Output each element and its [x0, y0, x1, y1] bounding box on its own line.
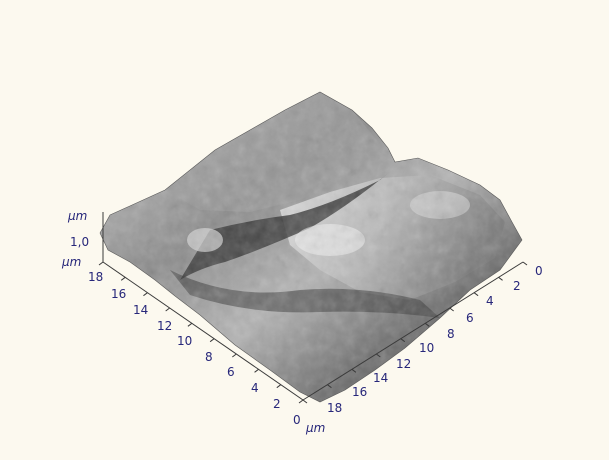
left-tick-label: 2	[273, 397, 281, 411]
afm-surface	[99, 91, 523, 403]
left-axis-tick	[209, 338, 215, 343]
bottom-axis-tick	[473, 292, 479, 297]
left-axis-tick	[98, 261, 104, 266]
left-axis-tick	[276, 384, 282, 389]
left-axis-tick	[298, 399, 304, 404]
left-axis-tick	[165, 307, 170, 312]
bottom-axis-tick	[376, 353, 381, 358]
left-tick-label: 10	[177, 334, 192, 348]
bottom-tick-label: 8	[447, 327, 455, 341]
bottom-tick-label: 4	[486, 294, 494, 308]
left-tick-label: 14	[133, 303, 148, 317]
left-tick-label: 8	[205, 350, 213, 364]
bottom-axis-unit: µm	[305, 421, 325, 435]
bottom-axis-tick-labels: 18 16 14 12 10 8 6 4 2 0	[327, 264, 543, 415]
left-tick-label: 6	[227, 365, 235, 379]
left-tick-label: 16	[111, 287, 126, 301]
bottom-tick-label: 0	[535, 264, 543, 278]
left-tick-label: 12	[157, 319, 172, 333]
left-axis-tick	[187, 322, 193, 327]
left-tick-label: 4	[251, 381, 259, 395]
bottom-tick-label: 16	[352, 385, 367, 399]
left-axis-tick	[232, 353, 237, 358]
bottom-axis-tick	[498, 276, 503, 281]
left-tick-label: 18	[88, 270, 103, 284]
bottom-axis-tick	[522, 261, 528, 266]
bottom-tick-label: 18	[327, 401, 342, 415]
left-axis-tick	[120, 276, 126, 281]
bottom-tick-label: 10	[419, 341, 434, 355]
left-axis-tick	[254, 368, 259, 373]
bottom-axis-tick	[400, 338, 406, 343]
bottom-tick-label: 14	[373, 371, 388, 385]
left-axis-tick-labels: 18 16 14 12 10 8 6 4 2 0	[88, 270, 301, 427]
bottom-axis-tick	[351, 368, 357, 373]
bottom-tick-label: 12	[396, 357, 411, 371]
bottom-axis-tick	[302, 399, 308, 404]
bottom-tick-label: 2	[513, 279, 521, 293]
bottom-tick-label: 6	[466, 311, 474, 325]
left-tick-label: 0	[293, 413, 301, 427]
left-axis-tick	[143, 292, 148, 297]
axis-lines	[102, 212, 524, 401]
axis-ticks	[98, 261, 528, 404]
bottom-axis-tick	[449, 307, 454, 312]
z-axis-unit: µm	[67, 209, 87, 223]
bottom-axis-tick	[424, 322, 430, 327]
z-axis-tick-label: 1,0	[70, 235, 89, 249]
bottom-axis-tick	[327, 384, 332, 389]
left-axis-unit: µm	[61, 255, 81, 269]
